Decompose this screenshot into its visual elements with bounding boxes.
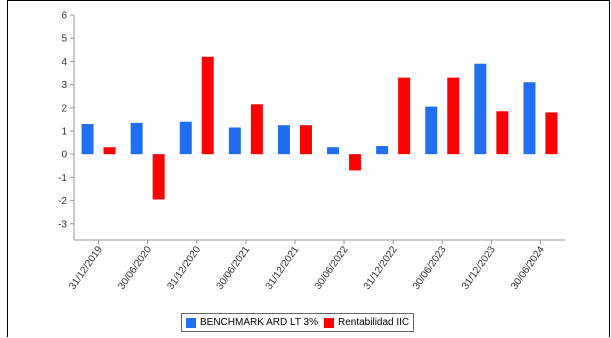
x-tick-label: 31/12/2023	[460, 244, 498, 292]
chart-legend: BENCHMARK ARD LT 3% Rentabilidad IIC	[181, 313, 415, 332]
legend-label-rentabilidad: Rentabilidad IIC	[338, 317, 410, 328]
bar-benchmark	[474, 63, 487, 155]
bar-benchmark	[376, 146, 389, 155]
y-tick-label: -3	[58, 219, 67, 230]
y-tick-label: -2	[58, 196, 67, 207]
bar-rentabilidad	[201, 56, 214, 155]
bar-benchmark	[523, 82, 536, 155]
y-tick-label: 6	[61, 11, 67, 22]
y-tick-label: 0	[61, 150, 67, 161]
bar-benchmark	[81, 124, 94, 155]
legend-swatch-rentabilidad	[324, 317, 334, 328]
legend-item-rentabilidad: Rentabilidad IIC	[324, 317, 409, 328]
chart-axes	[73, 15, 565, 241]
x-tick-label: 31/12/2022	[362, 244, 400, 292]
chart-frame	[7, 0, 610, 337]
x-axis-ticks: 31/12/2019 30/06/2020 31/12/2020 30/06/2021…	[67, 240, 547, 292]
bar-benchmark	[425, 106, 438, 155]
bar-benchmark	[228, 127, 241, 155]
bar-rentabilidad	[349, 154, 362, 171]
x-tick-label: 30/06/2023	[411, 244, 449, 292]
y-tick-label: 4	[61, 57, 67, 68]
bar-rentabilidad	[447, 77, 460, 155]
y-tick-label: 5	[61, 34, 67, 45]
bar-rentabilidad	[250, 104, 263, 155]
bar-benchmark	[179, 121, 192, 155]
bar-benchmark	[277, 125, 290, 155]
x-tick-label: 30/06/2024	[509, 244, 547, 292]
bar-benchmark	[327, 147, 340, 155]
bar-rentabilidad	[103, 147, 116, 155]
x-tick-label: 30/06/2022	[313, 244, 351, 292]
x-tick-label: 31/12/2019	[67, 244, 105, 292]
bar-rentabilidad	[152, 154, 165, 200]
x-tick-label: 30/06/2020	[116, 244, 154, 292]
bar-benchmark	[130, 122, 143, 155]
y-tick-label: 3	[61, 80, 67, 91]
bar-rentabilidad	[299, 125, 312, 155]
x-tick-label: 31/12/2020	[165, 244, 203, 292]
legend-swatch-benchmark	[186, 317, 196, 328]
y-tick-label: 1	[61, 126, 67, 137]
bar-rentabilidad	[496, 111, 509, 155]
chart-bars	[81, 56, 558, 200]
y-tick-label: 2	[61, 103, 67, 114]
legend-item-benchmark: BENCHMARK ARD LT 3%	[186, 317, 318, 328]
legend-label-benchmark: BENCHMARK ARD LT 3%	[200, 317, 318, 328]
bar-rentabilidad	[398, 77, 411, 155]
x-tick-label: 30/06/2021	[215, 244, 253, 292]
y-axis-ticks: -3 -2 -1 0 1 2 3 4 5 6	[58, 11, 74, 230]
bar-rentabilidad	[545, 112, 558, 155]
y-tick-label: -1	[58, 173, 67, 184]
x-tick-label: 31/12/2021	[264, 244, 302, 292]
